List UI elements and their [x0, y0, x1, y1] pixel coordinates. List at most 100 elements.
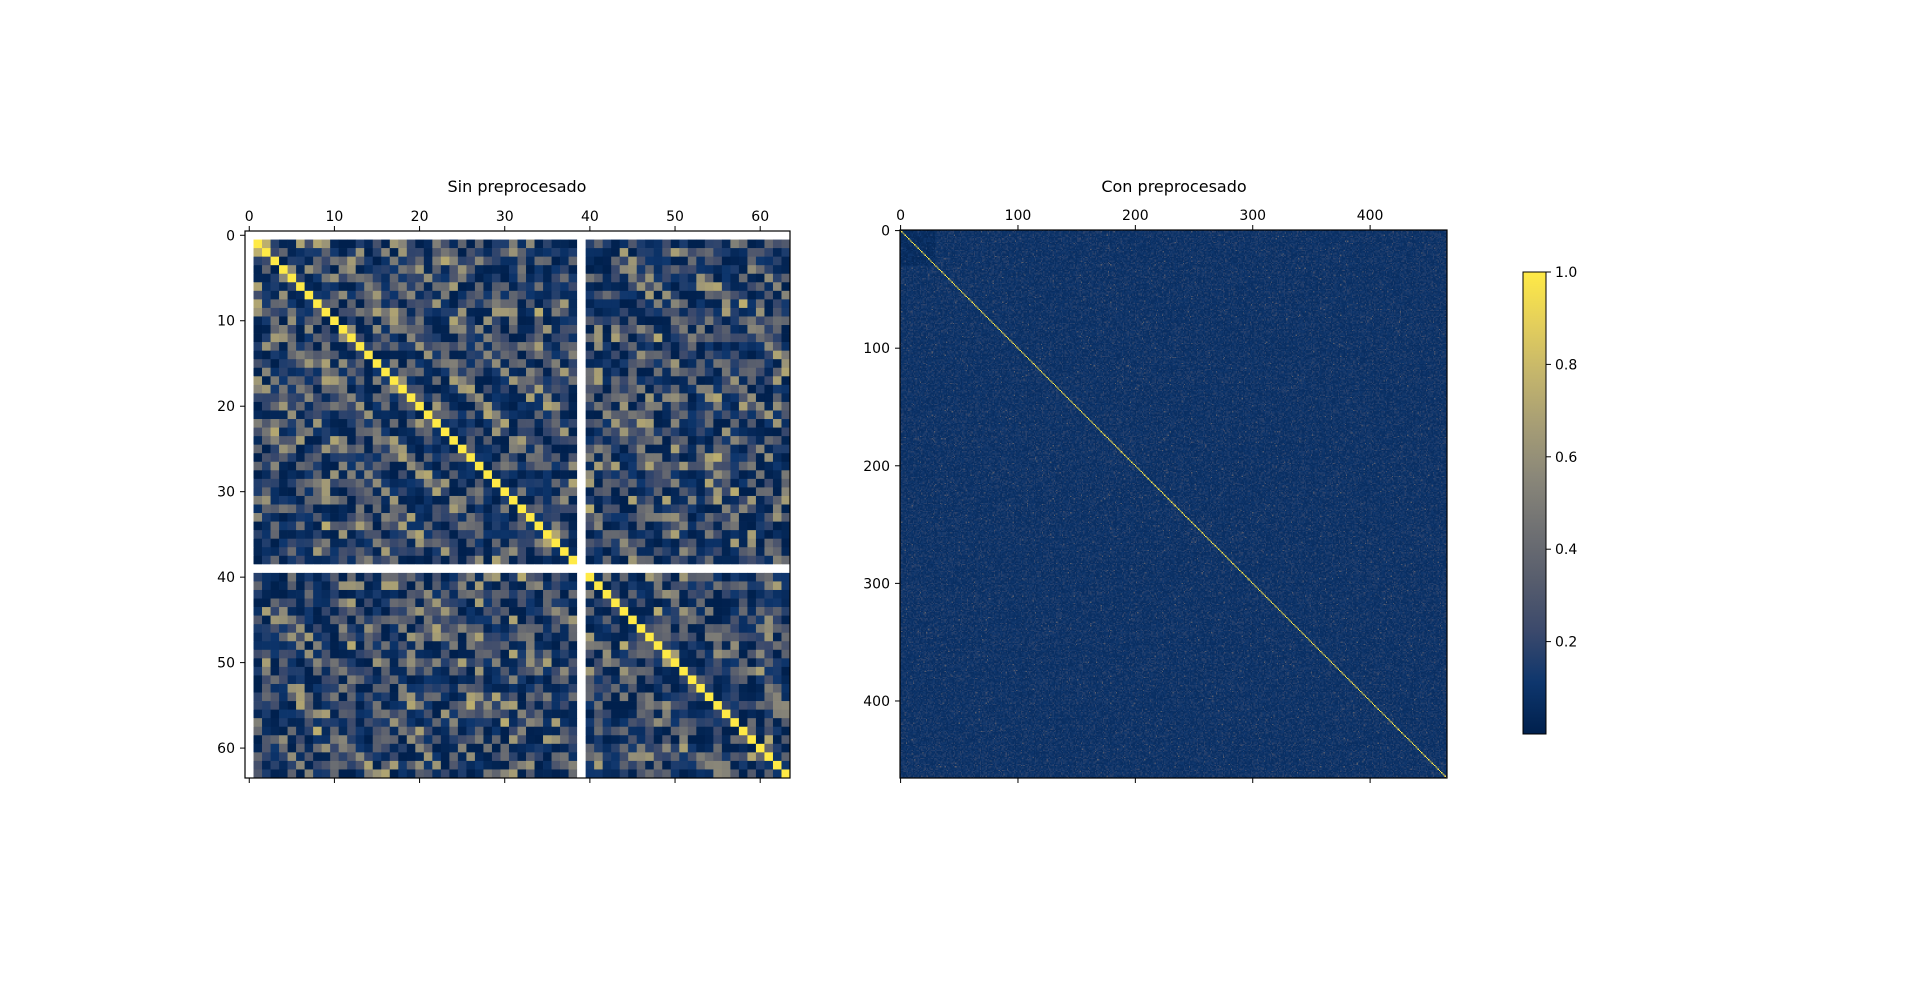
heatmap-cell: [423, 675, 433, 685]
heatmap-cell: [526, 632, 535, 642]
heatmap-cell: [704, 607, 714, 616]
heatmap-cell: [747, 709, 757, 719]
heatmap-cell: [551, 427, 561, 437]
heatmap-cell: [372, 572, 382, 582]
heatmap-cell: [389, 547, 399, 557]
heatmap-cell: [449, 453, 459, 463]
heatmap-cell: [721, 393, 731, 403]
heatmap-cell: [440, 735, 450, 745]
heatmap-cell: [670, 649, 680, 659]
heatmap-cell: [466, 419, 476, 428]
heatmap-cell: [517, 504, 527, 514]
heatmap-cell: [474, 316, 484, 326]
heatmap-cell: [526, 256, 535, 266]
heatmap-cell: [730, 427, 740, 437]
heatmap-cell: [440, 307, 450, 317]
heatmap-cell: [721, 419, 731, 428]
heatmap-cell: [406, 461, 416, 471]
heatmap-cell: [696, 299, 706, 309]
heatmap-cell: [764, 239, 774, 249]
heatmap-cell: [364, 436, 374, 446]
heatmap-cell: [704, 333, 714, 343]
heatmap-cell: [747, 393, 757, 403]
heatmap-cell: [432, 299, 442, 309]
heatmap-cell: [415, 718, 425, 728]
heatmap-cell: [628, 333, 638, 343]
colorbar: 0.20.40.60.81.0: [1522, 265, 1577, 735]
heatmap-cell: [500, 350, 510, 360]
heatmap-cell: [568, 632, 578, 642]
heatmap-cell: [747, 273, 757, 283]
heatmap-cell: [466, 427, 476, 437]
heatmap-cell: [755, 564, 765, 574]
heatmap-cell: [551, 444, 561, 454]
heatmap-cell: [262, 701, 271, 710]
heatmap-cell: [738, 393, 748, 403]
heatmap-cell: [500, 410, 510, 420]
heatmap-cell: [449, 342, 459, 352]
heatmap-cell: [517, 453, 527, 463]
heatmap-cell: [670, 743, 680, 753]
heatmap-cell: [500, 333, 510, 343]
heatmap-cell: [585, 333, 595, 343]
heatmap-cell: [696, 589, 706, 599]
heatmap-cell: [543, 760, 552, 770]
heatmap-cell: [781, 231, 791, 240]
heatmap-cell: [245, 325, 254, 334]
heatmap-cell: [543, 307, 552, 317]
heatmap-cell: [560, 325, 569, 334]
x-tick-label: 200: [1122, 208, 1149, 224]
heatmap-cell: [781, 521, 791, 531]
heatmap-cell: [772, 555, 782, 565]
heatmap-cell: [721, 735, 731, 745]
heatmap-cell: [730, 453, 740, 463]
heatmap-cell: [781, 658, 791, 668]
heatmap-cell: [491, 333, 501, 343]
heatmap-cell: [636, 299, 646, 309]
heatmap-cell: [474, 683, 484, 693]
heatmap-cell: [321, 632, 331, 642]
heatmap-cell: [628, 231, 638, 240]
heatmap-cell: [432, 393, 442, 403]
heatmap-cell: [372, 598, 382, 608]
heatmap-cell: [526, 282, 535, 292]
heatmap-cell: [738, 273, 748, 283]
heatmap-cell: [338, 709, 348, 719]
heatmap-cell: [423, 478, 433, 488]
heatmap-cell: [560, 692, 569, 702]
heatmap-cell: [704, 641, 714, 651]
heatmap-cell: [364, 752, 374, 762]
heatmap-cell: [466, 538, 476, 548]
heatmap-cell: [534, 359, 544, 369]
heatmap-cell: [713, 444, 723, 454]
heatmap-cell: [662, 316, 672, 326]
heatmap-cell: [764, 521, 774, 531]
heatmap-cell: [619, 419, 629, 428]
heatmap-cell: [594, 325, 604, 334]
heatmap-cell: [491, 538, 501, 548]
heatmap-cell: [747, 615, 757, 625]
heatmap-cell: [330, 290, 340, 300]
heatmap-cell: [279, 675, 288, 685]
heatmap-cell: [253, 581, 263, 591]
heatmap-cell: [491, 239, 501, 249]
heatmap-cell: [645, 692, 655, 702]
heatmap-cell: [253, 538, 263, 548]
heatmap-cell: [262, 581, 271, 591]
colorbar-tick-label: 1.0: [1555, 265, 1577, 281]
heatmap-cell: [636, 444, 646, 454]
heatmap-cell: [662, 769, 672, 779]
heatmap-cell: [483, 581, 493, 591]
heatmap-cell: [245, 598, 254, 608]
heatmap-cell: [679, 282, 689, 292]
heatmap-cell: [245, 290, 254, 300]
heatmap-cell: [287, 547, 297, 557]
heatmap-cell: [568, 316, 578, 326]
heatmap-cell: [517, 615, 527, 625]
heatmap-cell: [653, 760, 663, 770]
heatmap-cell: [645, 726, 655, 736]
heatmap-cell: [517, 726, 527, 736]
heatmap-cell: [526, 735, 535, 745]
heatmap-cell: [721, 410, 731, 420]
heatmap-cell: [253, 248, 263, 257]
